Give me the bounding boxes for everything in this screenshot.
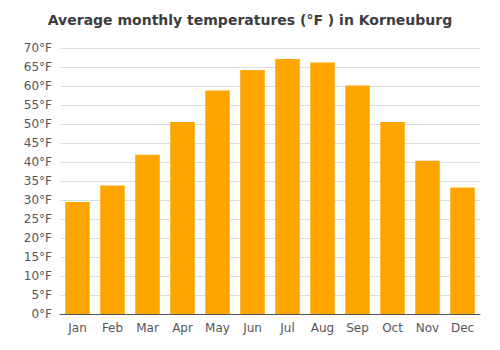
svg-text:30°F: 30°F — [24, 193, 52, 207]
svg-text:May: May — [205, 321, 230, 335]
svg-text:35°F: 35°F — [24, 174, 52, 188]
svg-text:65°F: 65°F — [24, 60, 52, 74]
svg-text:Mar: Mar — [136, 321, 159, 335]
svg-text:Sep: Sep — [346, 321, 369, 335]
svg-text:40°F: 40°F — [24, 155, 52, 169]
svg-text:Jul: Jul — [279, 321, 294, 335]
svg-text:10°F: 10°F — [24, 269, 52, 283]
svg-text:50°F: 50°F — [24, 117, 52, 131]
svg-text:15°F: 15°F — [24, 250, 52, 264]
svg-text:Apr: Apr — [172, 321, 193, 335]
svg-text:Nov: Nov — [416, 321, 439, 335]
svg-text:45°F: 45°F — [24, 136, 52, 150]
svg-text:Dec: Dec — [451, 321, 474, 335]
svg-text:55°F: 55°F — [24, 98, 52, 112]
svg-text:Aug: Aug — [311, 321, 334, 335]
svg-text:Jun: Jun — [242, 321, 262, 335]
svg-text:20°F: 20°F — [24, 231, 52, 245]
svg-text:Jan: Jan — [67, 321, 87, 335]
svg-text:60°F: 60°F — [24, 79, 52, 93]
svg-text:0°F: 0°F — [31, 307, 52, 321]
svg-text:25°F: 25°F — [24, 212, 52, 226]
svg-text:5°F: 5°F — [31, 288, 52, 302]
svg-text:Oct: Oct — [382, 321, 403, 335]
svg-text:70°F: 70°F — [24, 41, 52, 55]
svg-text:Average monthly temperatures (: Average monthly temperatures (°F ) in Ko… — [48, 12, 452, 28]
svg-text:Feb: Feb — [102, 321, 123, 335]
